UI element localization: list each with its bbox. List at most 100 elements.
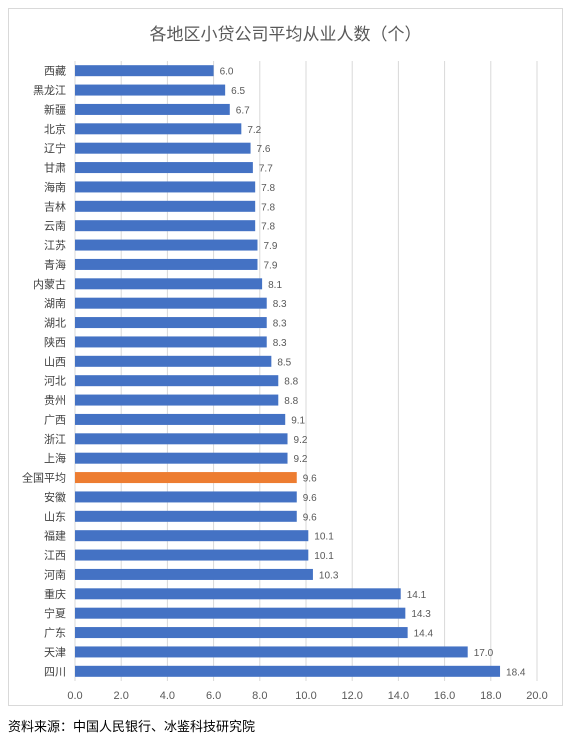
- bar: [75, 355, 272, 367]
- category-label: 天津: [44, 646, 66, 659]
- bar: [75, 317, 267, 329]
- x-tick-label: 0.0: [67, 690, 82, 702]
- category-label: 吉林: [44, 199, 66, 213]
- category-label: 北京: [44, 122, 66, 136]
- source-note: 资料来源：中国人民银行、冰鉴科技研究院: [8, 720, 256, 735]
- bar: [75, 452, 288, 464]
- bar: [75, 297, 267, 309]
- category-label: 河北: [44, 375, 66, 388]
- bar: [75, 142, 251, 154]
- chart-title: 各地区小贷公司平均从业人数（个）: [149, 25, 422, 45]
- bar: [75, 220, 256, 232]
- x-tick-label: 8.0: [252, 690, 267, 702]
- value-label: 14.1: [407, 590, 427, 601]
- category-label: 四川: [44, 665, 66, 678]
- bar: [75, 472, 297, 484]
- value-label: 6.7: [236, 105, 250, 116]
- value-label: 14.4: [414, 629, 434, 640]
- bar: [75, 336, 267, 348]
- bar: [75, 258, 258, 270]
- value-label: 7.8: [261, 222, 275, 233]
- bar: [75, 239, 258, 251]
- bar: [75, 491, 297, 503]
- category-label: 上海: [44, 451, 66, 465]
- value-label: 6.0: [220, 67, 234, 78]
- category-label: 宁夏: [44, 606, 66, 620]
- x-tick-label: 10.0: [295, 690, 316, 702]
- category-label: 广西: [44, 413, 66, 426]
- bar: [75, 65, 214, 77]
- bar: [75, 627, 408, 639]
- value-label: 7.9: [263, 260, 277, 271]
- bar: [75, 375, 279, 387]
- value-label: 14.3: [411, 609, 431, 620]
- value-label: 9.6: [303, 512, 317, 523]
- value-label: 9.1: [291, 415, 305, 426]
- bar: [75, 568, 313, 580]
- bar: [75, 549, 309, 561]
- bar: [75, 530, 309, 542]
- value-label: 8.8: [284, 396, 298, 407]
- x-tick-label: 4.0: [160, 690, 175, 702]
- value-label: 10.1: [314, 532, 334, 543]
- category-label: 陕西: [44, 335, 66, 349]
- category-label: 西藏: [44, 65, 66, 78]
- x-tick-label: 6.0: [206, 690, 221, 702]
- value-label: 18.4: [506, 667, 526, 678]
- bar: [75, 413, 286, 425]
- value-label: 9.6: [303, 474, 317, 485]
- category-label: 江苏: [44, 239, 66, 252]
- bar: [75, 278, 263, 290]
- value-label: 17.0: [474, 648, 494, 659]
- x-tick-label: 2.0: [114, 690, 129, 702]
- bar: [75, 103, 230, 115]
- category-label: 云南: [44, 220, 66, 233]
- category-label: 辽宁: [44, 141, 66, 155]
- value-label: 9.6: [303, 493, 317, 504]
- category-label: 黑龙江: [33, 84, 66, 97]
- category-label: 湖南: [44, 297, 66, 310]
- value-label: 9.2: [294, 435, 308, 446]
- value-label: 7.7: [259, 164, 273, 175]
- value-label: 7.9: [263, 241, 277, 252]
- x-tick-label: 12.0: [341, 690, 362, 702]
- value-label: 10.1: [314, 551, 334, 562]
- category-label: 浙江: [44, 433, 66, 446]
- value-label: 10.3: [319, 570, 339, 581]
- category-label: 湖北: [44, 317, 66, 330]
- x-tick-label: 18.0: [480, 690, 501, 702]
- category-label: 河南: [44, 568, 66, 581]
- category-label: 全国平均: [22, 471, 66, 485]
- category-label: 安徽: [44, 490, 66, 504]
- value-label: 8.3: [273, 299, 287, 310]
- bar: [75, 200, 256, 212]
- bar: [75, 123, 242, 135]
- category-label: 江西: [44, 549, 66, 562]
- value-label: 7.6: [257, 144, 271, 155]
- bar: [75, 510, 297, 522]
- category-label: 福建: [44, 529, 66, 543]
- value-label: 8.8: [284, 377, 298, 388]
- value-label: 7.2: [247, 125, 261, 136]
- bar: [75, 588, 401, 600]
- value-label: 8.1: [268, 280, 282, 291]
- category-label: 贵州: [44, 394, 66, 407]
- bar: [75, 607, 406, 619]
- x-tick-label: 16.0: [434, 690, 455, 702]
- value-label: 7.8: [261, 202, 275, 213]
- category-label: 广东: [44, 627, 66, 640]
- value-label: 8.3: [273, 319, 287, 330]
- category-label: 内蒙古: [33, 277, 66, 291]
- x-tick-label: 20.0: [526, 690, 547, 702]
- category-label: 重庆: [44, 587, 66, 601]
- x-tick-label: 14.0: [388, 690, 409, 702]
- bar: [75, 646, 468, 658]
- value-label: 7.8: [261, 183, 275, 194]
- bar: [75, 84, 226, 96]
- value-label: 6.5: [231, 86, 245, 97]
- bar: [75, 665, 501, 677]
- value-label: 8.5: [277, 357, 291, 368]
- category-label: 甘肃: [44, 162, 66, 175]
- category-label: 青海: [44, 257, 66, 271]
